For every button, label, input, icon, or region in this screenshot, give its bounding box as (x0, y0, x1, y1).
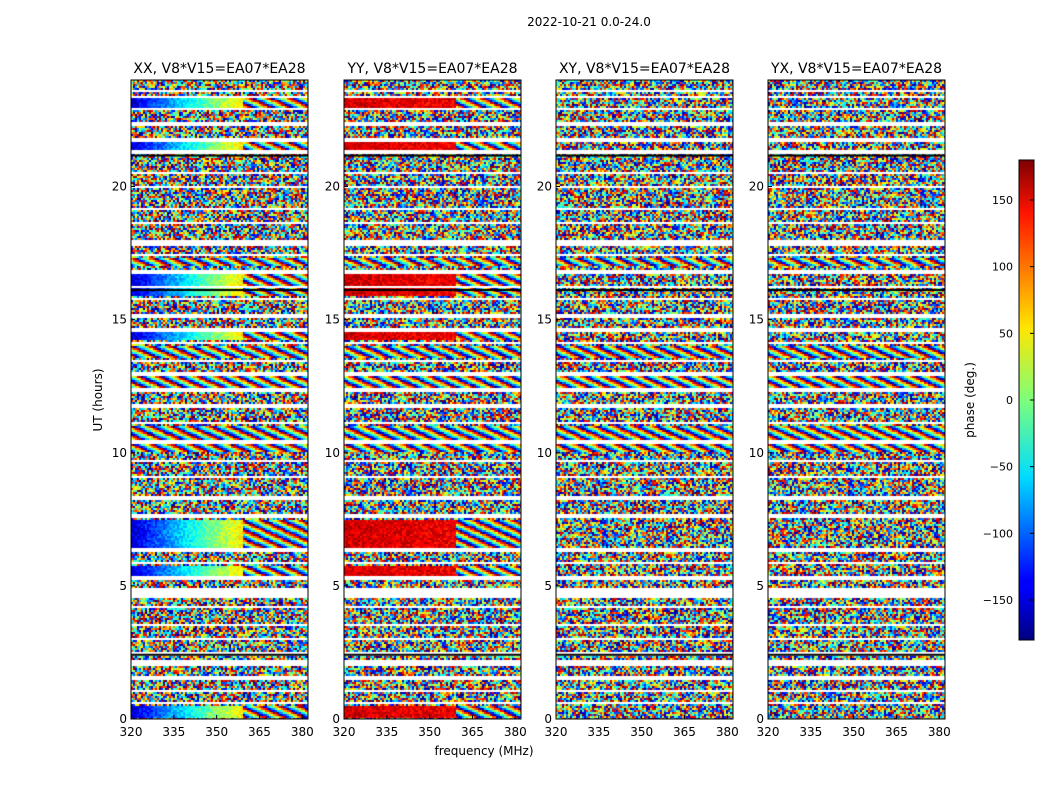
x-tick-label: 365 (885, 725, 908, 739)
y-tick-label: 15 (537, 313, 552, 327)
panel-title-yy: YY, V8*V15=EA07*EA28 (346, 61, 517, 77)
x-tick-label: 320 (757, 725, 780, 739)
y-tick-label: 20 (537, 180, 552, 194)
y-tick-label: 0 (332, 712, 340, 726)
panel-title-yx: YX, V8*V15=EA07*EA28 (770, 61, 942, 77)
y-tick-label: 0 (544, 712, 552, 726)
colorbar-tick-label: −50 (990, 461, 1013, 474)
x-tick-label: 380 (504, 725, 527, 739)
panel-frame-xy (555, 79, 734, 720)
x-tick-label: 380 (928, 725, 951, 739)
x-tick-label: 380 (716, 725, 739, 739)
colorbar-tick-label: 0 (1006, 394, 1013, 407)
x-tick-label: 320 (120, 725, 143, 739)
y-tick-label: 10 (325, 446, 340, 460)
panel-frame-yy (343, 79, 522, 720)
y-tick-label: 10 (749, 446, 764, 460)
colorbar-tick-label: 150 (992, 194, 1013, 207)
x-tick-label: 320 (545, 725, 568, 739)
panel-xy: XY, V8*V15=EA07*EA28 320 335 350 365 380 0 5 10 1… (537, 61, 739, 739)
y-tick-label: 10 (537, 446, 552, 460)
x-tick-label: 335 (162, 725, 185, 739)
y-tick-label: 15 (325, 313, 340, 327)
panel-yy: YY, V8*V15=EA07*EA28 320 335 350 365 380 0 5 10 1… (325, 61, 527, 739)
panel-title-xx: XX, V8*V15=EA07*EA28 (133, 61, 305, 77)
x-tick-label: 335 (375, 725, 398, 739)
colorbar-tick-label: −100 (983, 527, 1013, 540)
panel-yx: YX, V8*V15=EA07*EA28 320 335 350 365 380 0 5 10 1… (749, 61, 951, 739)
x-tick-label: 350 (842, 725, 865, 739)
x-tick-label: 365 (673, 725, 696, 739)
x-tick-label: 320 (333, 725, 356, 739)
y-tick-label: 20 (325, 180, 340, 194)
heatmap-xy (556, 80, 733, 719)
y-tick-label: 0 (756, 712, 764, 726)
x-tick-label: 335 (587, 725, 610, 739)
panel-title-xy: XY, V8*V15=EA07*EA28 (559, 61, 730, 77)
panel-frame-yx (767, 79, 946, 720)
x-tick-label: 350 (418, 725, 441, 739)
y-tick-label: 15 (112, 313, 127, 327)
x-tick-label: 350 (205, 725, 228, 739)
y-tick-label: 5 (756, 579, 764, 593)
heatmap-yx (768, 80, 945, 719)
y-tick-label: 0 (119, 712, 127, 726)
panel-xx: XX, V8*V15=EA07*EA28 320 335 350 365 380 0 5 10 1… (112, 61, 314, 739)
colorbar-tick-label: 100 (992, 261, 1013, 274)
colorbar: −150 −100 −50 0 50 100 150 phase (deg.) (963, 159, 1035, 641)
x-tick-label: 365 (248, 725, 271, 739)
x-axis-label: frequency (MHz) (434, 744, 533, 758)
panel-frame-xx (130, 79, 309, 720)
figure-suptitle: 2022-10-21 0.0-24.0 (527, 15, 651, 29)
heatmap-yy (344, 80, 521, 719)
x-tick-label: 380 (291, 725, 314, 739)
y-tick-label: 20 (749, 180, 764, 194)
y-tick-label: 20 (112, 180, 127, 194)
y-tick-label: 5 (119, 579, 127, 593)
colorbar-tick-label: 50 (999, 327, 1013, 340)
panels-group: XX, V8*V15=EA07*EA28 320 335 350 365 380 0 5 10 1… (112, 61, 951, 739)
colorbar-label: phase (deg.) (963, 362, 977, 438)
x-tick-label: 350 (630, 725, 653, 739)
y-tick-label: 5 (544, 579, 552, 593)
x-tick-label: 365 (461, 725, 484, 739)
y-tick-label: 5 (332, 579, 340, 593)
x-tick-label: 335 (799, 725, 822, 739)
y-tick-label: 10 (112, 446, 127, 460)
heatmap-xx (131, 80, 308, 719)
y-axis-label: UT (hours) (91, 368, 105, 431)
colorbar-tick-label: −150 (983, 594, 1013, 607)
y-tick-label: 15 (749, 313, 764, 327)
